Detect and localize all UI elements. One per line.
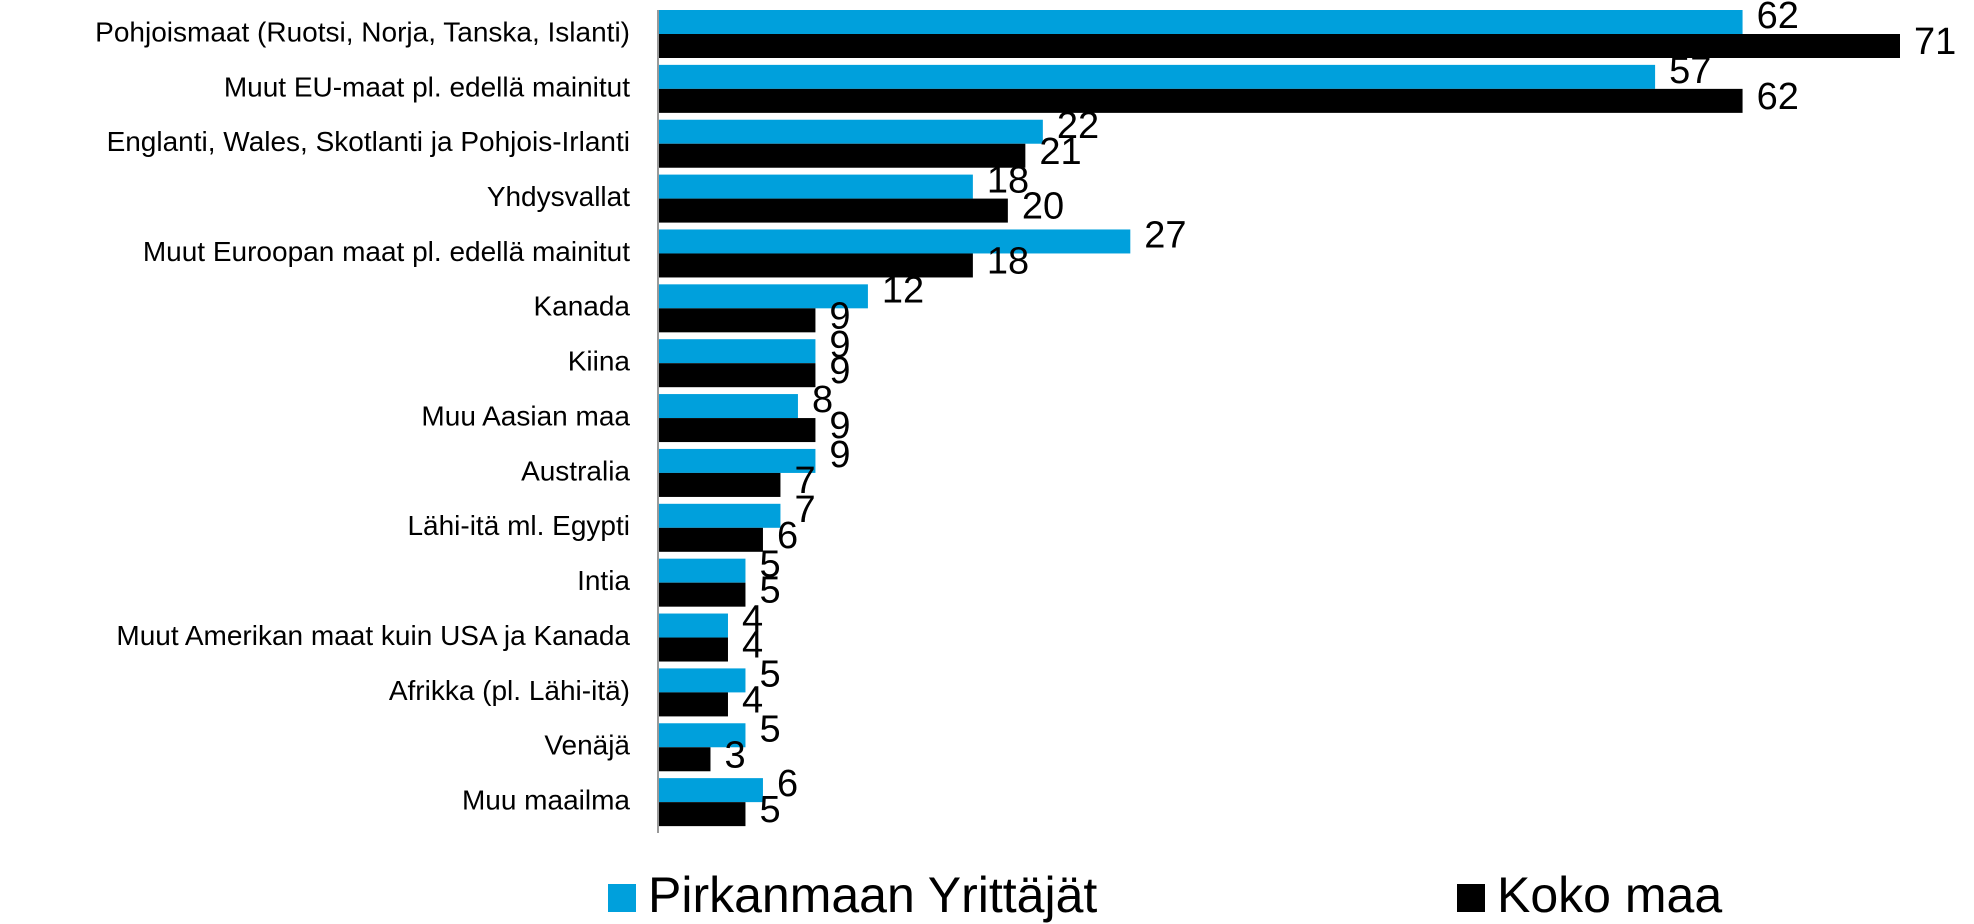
legend-swatch [608,884,636,912]
category-label: Intia [577,565,630,596]
value-label: 18 [987,160,1029,202]
bar [658,778,763,803]
bar [658,64,1656,89]
category-label: Muut Amerikan maat kuin USA ja Kanada [116,620,630,651]
value-label: 4 [742,599,763,641]
category-label: Kiina [568,346,631,377]
bar [658,527,763,552]
bar [658,503,781,528]
bar [658,394,798,419]
value-label: 9 [829,350,850,392]
value-label: 6 [777,515,798,557]
value-label: 57 [1669,50,1711,92]
value-label: 6 [777,763,798,805]
legend-label: Koko maa [1497,867,1722,923]
value-label: 5 [759,653,780,695]
category-label: Muut EU-maat pl. edellä mainitut [224,71,630,102]
bar [658,34,1900,58]
value-label: 9 [829,295,850,337]
bar [658,174,973,199]
value-label: 5 [759,570,780,612]
value-label: 62 [1757,76,1799,118]
category-label: Afrikka (pl. Lähi-itä) [389,675,630,706]
legend-swatch [1457,884,1485,912]
category-label: Muu maailma [462,785,630,816]
bar [658,613,728,638]
bar [658,558,746,583]
category-label: Yhdysvallat [487,181,630,212]
value-label: 8 [812,379,833,421]
bar [658,637,728,662]
value-label: 3 [724,734,745,776]
value-label: 12 [882,269,924,311]
bar [658,363,816,388]
bar [658,802,746,827]
category-label: Pohjoismaat (Ruotsi, Norja, Tanska, Isla… [95,16,630,47]
value-label: 71 [1914,21,1956,63]
bar [658,10,1743,34]
bar [658,253,973,278]
value-label: 22 [1057,105,1099,147]
bar [658,747,711,772]
bar [658,284,868,309]
value-label: 9 [829,405,850,447]
category-label: Australia [521,455,630,486]
bar [658,198,1008,223]
value-label: 21 [1039,131,1081,173]
value-label: 9 [829,434,850,476]
bar [658,448,816,473]
bar [658,582,746,607]
bar [658,668,746,693]
category-label: Muu Aasian maa [421,400,630,431]
bar [658,88,1743,113]
value-label: 5 [759,789,780,831]
value-label: 7 [794,460,815,502]
bar [658,339,816,364]
value-label: 5 [759,544,780,586]
category-label: Englanti, Wales, Skotlanti ja Pohjois-Ir… [107,126,630,157]
bar [658,692,728,717]
category-label: Kanada [533,291,630,322]
value-label: 62 [1757,0,1799,37]
bar [658,308,816,333]
value-label: 7 [794,489,815,531]
value-label: 5 [759,708,780,750]
bar [658,723,746,748]
value-label: 20 [1022,186,1064,228]
bar [658,119,1043,144]
bar [658,472,781,497]
bar [658,229,1131,254]
category-label: Venäjä [544,730,630,761]
bar [658,143,1026,168]
bar [658,418,816,443]
value-label: 4 [742,679,763,721]
value-label: 18 [987,240,1029,282]
category-label: Lähi-itä ml. Egypti [407,510,630,541]
value-label: 27 [1144,214,1186,256]
category-label: Muut Euroopan maat pl. edellä mainitut [143,236,630,267]
value-label: 9 [829,324,850,366]
legend-label: Pirkanmaan Yrittäjät [648,867,1097,923]
value-label: 4 [742,625,763,667]
